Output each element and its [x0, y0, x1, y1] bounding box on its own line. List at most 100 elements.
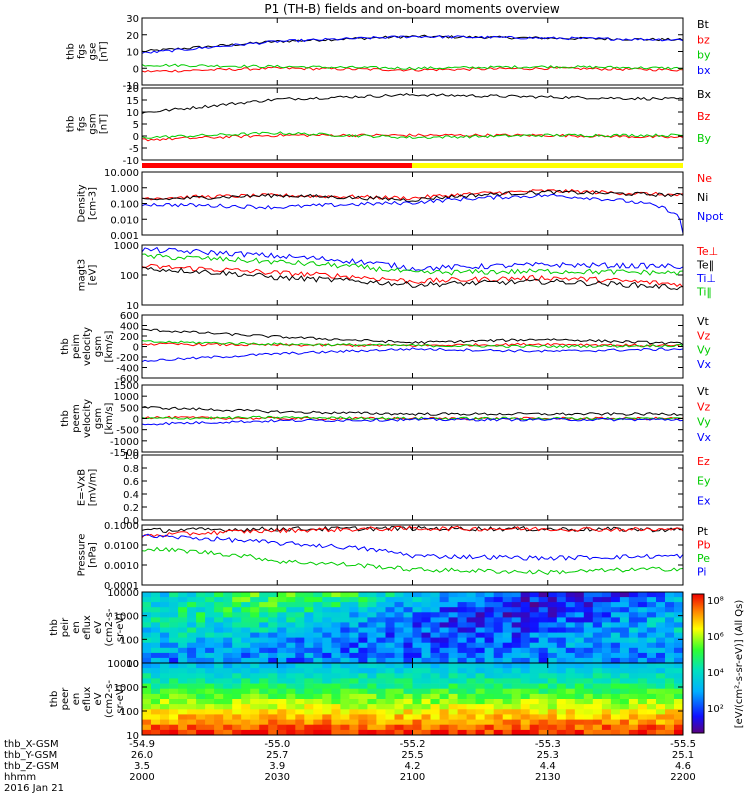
spectrogram-cell — [592, 597, 603, 603]
spectrogram-cell — [313, 668, 323, 674]
spectrogram-cell — [421, 673, 431, 679]
spectrogram-cell — [439, 622, 449, 628]
spectrogram-cell — [196, 647, 206, 654]
y-axis-label-line: eV — [93, 692, 104, 705]
spectrogram-cell — [592, 647, 603, 654]
spectrogram-cell — [529, 663, 540, 669]
spectrogram-cell — [610, 632, 621, 639]
spectrogram-cell — [268, 668, 278, 674]
spectrogram-cell — [601, 602, 612, 608]
spectrogram-cell — [484, 724, 494, 731]
spectrogram-cell — [439, 719, 449, 726]
spectrogram-cell — [646, 657, 657, 664]
spectrogram-cell — [349, 612, 359, 618]
spectrogram-cell — [511, 683, 522, 690]
spectrogram-cell — [583, 592, 594, 598]
legend-item: Vx — [697, 431, 712, 444]
spectrogram-cell — [439, 642, 449, 649]
spectrogram-cell — [367, 612, 377, 618]
spectrogram-cell — [376, 699, 386, 705]
series-7-2 — [141, 546, 684, 576]
spectrogram-cell — [214, 709, 224, 715]
spectrogram-cell — [349, 627, 359, 633]
spectrogram-cell — [358, 668, 368, 674]
spectrogram-cell — [340, 652, 350, 659]
spectrogram-cell — [637, 657, 648, 664]
spectrogram-cell — [169, 673, 179, 679]
spectrogram-cell — [565, 663, 576, 669]
spectrogram-cell — [646, 612, 657, 618]
spectrogram-cell — [547, 622, 558, 628]
spectrogram-cell — [259, 714, 269, 720]
legend-item: Ti‖ — [696, 286, 712, 299]
spectrogram-cell — [232, 642, 242, 649]
spectrogram-cell — [529, 642, 540, 649]
spectrogram-cell — [493, 607, 504, 613]
spectrogram-cell — [493, 632, 504, 639]
y-axis-label: thbfgsgsm[nT] — [66, 113, 110, 134]
footer-value: 2100 — [400, 772, 425, 783]
spectrogram-cell — [205, 617, 215, 623]
spectrogram-cell — [574, 688, 585, 695]
spectrogram-cell — [286, 617, 296, 623]
spectrogram-cell — [223, 597, 233, 603]
spectrogram-cell — [665, 647, 675, 654]
spectrogram-cell — [502, 607, 513, 613]
spectrogram-cell — [178, 673, 188, 679]
spectrogram-cell — [583, 673, 594, 679]
spectrogram-cell — [250, 652, 260, 659]
spectrogram-cell — [403, 704, 413, 710]
spectrogram-cell — [646, 597, 657, 603]
spectrogram-cell — [484, 607, 494, 613]
spectrogram-cell — [358, 602, 368, 608]
spectrogram-cell — [547, 714, 558, 720]
spectrogram-cell — [304, 709, 314, 715]
spectrogram-cell — [349, 699, 359, 705]
spectrogram-cell — [511, 693, 522, 700]
spectrogram-cell — [529, 622, 540, 628]
spectrogram-cell — [412, 663, 422, 669]
spectrogram-cell — [457, 688, 467, 695]
spectrogram-cell — [367, 724, 377, 731]
spectrogram-cell — [160, 612, 170, 618]
y-tick-label: 10 — [126, 731, 139, 742]
spectrogram-cell — [421, 602, 431, 608]
spectrogram-cell — [674, 642, 684, 649]
spectrogram-cell — [223, 719, 233, 726]
spectrogram-cell — [151, 683, 161, 690]
legend-item: Vy — [697, 416, 711, 429]
spectrogram-cell — [394, 602, 404, 608]
spectrogram-cell — [178, 647, 188, 654]
spectrogram-cell — [475, 607, 485, 613]
spectrogram-cell — [448, 714, 458, 720]
spectrogram-cell — [592, 673, 603, 679]
spectrogram-cell — [511, 602, 522, 608]
spectrogram-cell — [529, 704, 540, 710]
y-tick-label: 400 — [120, 322, 139, 333]
spectrogram-cell — [457, 632, 467, 639]
spectrogram-cell — [232, 617, 242, 623]
spectrogram-cell — [268, 699, 278, 705]
spectrogram-cell — [511, 688, 522, 695]
y-axis-label-line: velocity — [82, 399, 93, 438]
spectrogram-cell — [592, 612, 603, 618]
spectrogram-cell — [376, 627, 386, 633]
spectrogram-cell — [619, 627, 630, 633]
spectrogram-cell — [295, 683, 305, 690]
spectrogram-cell — [466, 642, 476, 649]
spectrogram-cell — [520, 602, 531, 608]
spectrogram-cell — [250, 637, 260, 644]
y-axis-label-line: fgs — [77, 44, 88, 59]
spectrogram-cell — [241, 673, 251, 679]
spectrogram-cell — [160, 597, 170, 603]
spectrogram-cell — [493, 688, 504, 695]
spectrogram-cell — [502, 602, 513, 608]
spectrogram-cell — [466, 657, 476, 664]
spectrogram-cell — [430, 678, 440, 684]
spectrogram-cell — [430, 704, 440, 710]
colorbar-gradient — [691, 593, 705, 734]
spectrogram-cell — [403, 693, 413, 700]
spectrogram-cell — [574, 647, 585, 654]
